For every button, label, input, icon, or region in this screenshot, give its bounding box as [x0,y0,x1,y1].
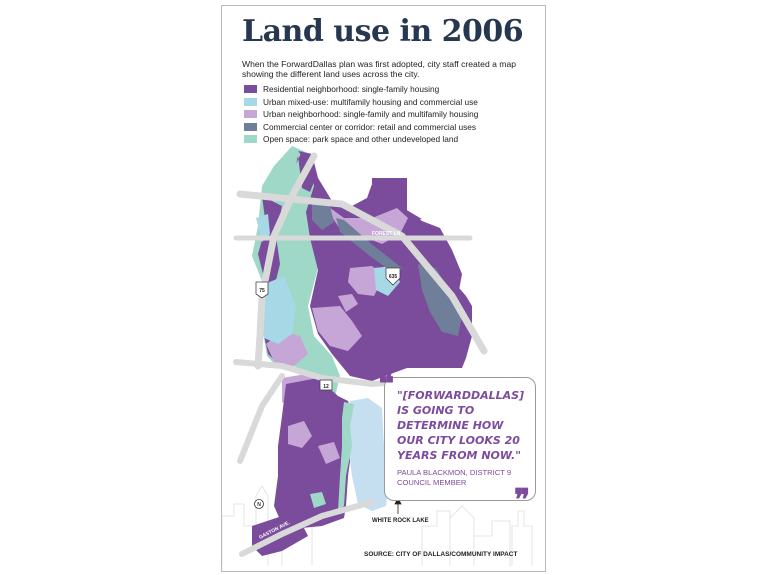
pull-quote-text: "[FORWARDDALLAS] IS GOING TO DETERMINE H… [397,389,525,462]
svg-text:75: 75 [259,288,265,294]
pull-quote-attribution: PAULA BLACKMON, DISTRICT 9 COUNCIL MEMBE… [397,468,512,487]
state-highway-12-shield: 12 [319,379,333,391]
road-us75 [254,152,318,370]
urban-mixed-use-north [256,214,270,242]
legend-swatch [244,110,257,119]
land-use-map: FOREST LN. 635 75 12 GASTON AVE. N [222,146,533,566]
svg-text:N: N [257,502,261,508]
svg-text:635: 635 [389,274,398,280]
page-title: Land use in 2006 [242,14,524,49]
legend-swatch [244,122,257,131]
residential-area-northeast [372,178,472,368]
road-network [233,152,488,557]
interstate-635-shield: 635 [385,267,401,286]
pull-quote-box: "[FORWARDDALLAS] IS GOING TO DETERMINE H… [384,377,536,501]
svg-text:12: 12 [323,384,329,390]
open-space-lake-edge [338,402,354,511]
legend-swatch [244,85,257,94]
legend-item-urban-mixed-use: Urban mixed-use: multifamily housing and… [244,96,478,109]
close-quote-mark-icon: ❞ [514,483,531,518]
north-arrow-icon: N [254,499,264,509]
road-label-forest-ln: FOREST LN. [372,231,402,237]
white-rock-lake [348,398,390,511]
legend-label: Urban mixed-use: multifamily housing and… [263,96,478,107]
legend-label: Commercial center or corridor: retail an… [263,121,477,132]
source-credit: SOURCE: CITY OF DALLAS/COMMUNITY IMPACT [364,551,518,558]
road-i635 [236,190,488,355]
lake-pointer-arrow [394,497,402,514]
urban-neighborhood-south-1 [288,421,312,448]
legend-label: Residential neighborhood: single-family … [263,84,440,95]
open-quote-mark-icon: ❝ [378,367,395,402]
legend-item-urban-neighborhood: Urban neighborhood: single-family and mu… [244,108,478,121]
legend-swatch [244,135,257,144]
legend-swatch [244,97,257,106]
legend-item-residential: Residential neighborhood: single-family … [244,83,478,96]
us-75-shield: 75 [255,281,269,299]
road-sh12-curve [237,373,285,464]
urban-mixed-use-west [260,276,296,344]
commercial-corridor-635 [418,264,462,336]
urban-neighborhood-top [322,202,408,244]
open-space-south-patch [310,492,326,508]
commercial-center-north [312,202,334,230]
map-legend: Residential neighborhood: single-family … [244,83,478,146]
residential-area-top-right [372,178,422,221]
commercial-corridor-diagonal [336,218,402,276]
lake-label: WHITE ROCK LAKE [372,518,429,524]
legend-label: Open space: park space and other undevel… [263,134,459,145]
legend-item-open-space: Open space: park space and other undevel… [244,133,478,146]
legend-label: Urban neighborhood: single-family and mu… [263,109,479,120]
intro-text: When the ForwardDallas plan was first ad… [242,59,517,79]
urban-neighborhood-south-2 [318,442,340,464]
urban-neighborhood-mid [312,306,362,351]
road-gaston [239,499,375,557]
infographic-panel: FOREST LN. 635 75 12 GASTON AVE. N Land … [221,5,546,572]
residential-area-south [274,378,354,528]
urban-neighborhood-small [338,294,358,312]
legend-item-commercial: Commercial center or corridor: retail an… [244,121,478,134]
